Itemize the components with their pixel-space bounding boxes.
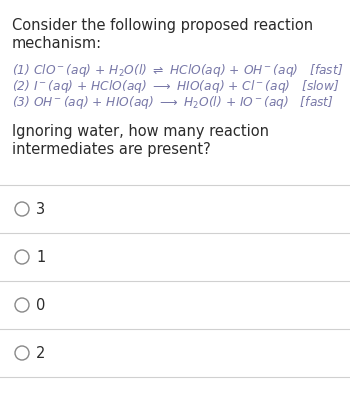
Text: (3) OH$^-$(aq) + HIO(aq) $\longrightarrow$ H$_2$O($\it{l}$) + IO$^-$(aq)   [fast: (3) OH$^-$(aq) + HIO(aq) $\longrightarro… [12, 94, 334, 111]
Text: 1: 1 [36, 250, 45, 265]
Text: (2) I$^-$(aq) + HClO(aq) $\longrightarrow$ HIO(aq) + Cl$^-$(aq)   [slow]: (2) I$^-$(aq) + HClO(aq) $\longrightarro… [12, 78, 339, 95]
Text: Consider the following proposed reaction: Consider the following proposed reaction [12, 18, 313, 33]
Text: Ignoring water, how many reaction: Ignoring water, how many reaction [12, 124, 269, 139]
Text: 2: 2 [36, 346, 46, 361]
Text: 3: 3 [36, 202, 45, 217]
Text: (1) ClO$^-$(aq) + H$_2$O($\it{l}$) $\rightleftharpoons$ HClO(aq) + OH$^-$(aq)   : (1) ClO$^-$(aq) + H$_2$O($\it{l}$) $\rig… [12, 62, 343, 79]
Text: mechanism:: mechanism: [12, 36, 102, 51]
Text: intermediates are present?: intermediates are present? [12, 142, 211, 157]
Text: 0: 0 [36, 298, 46, 313]
